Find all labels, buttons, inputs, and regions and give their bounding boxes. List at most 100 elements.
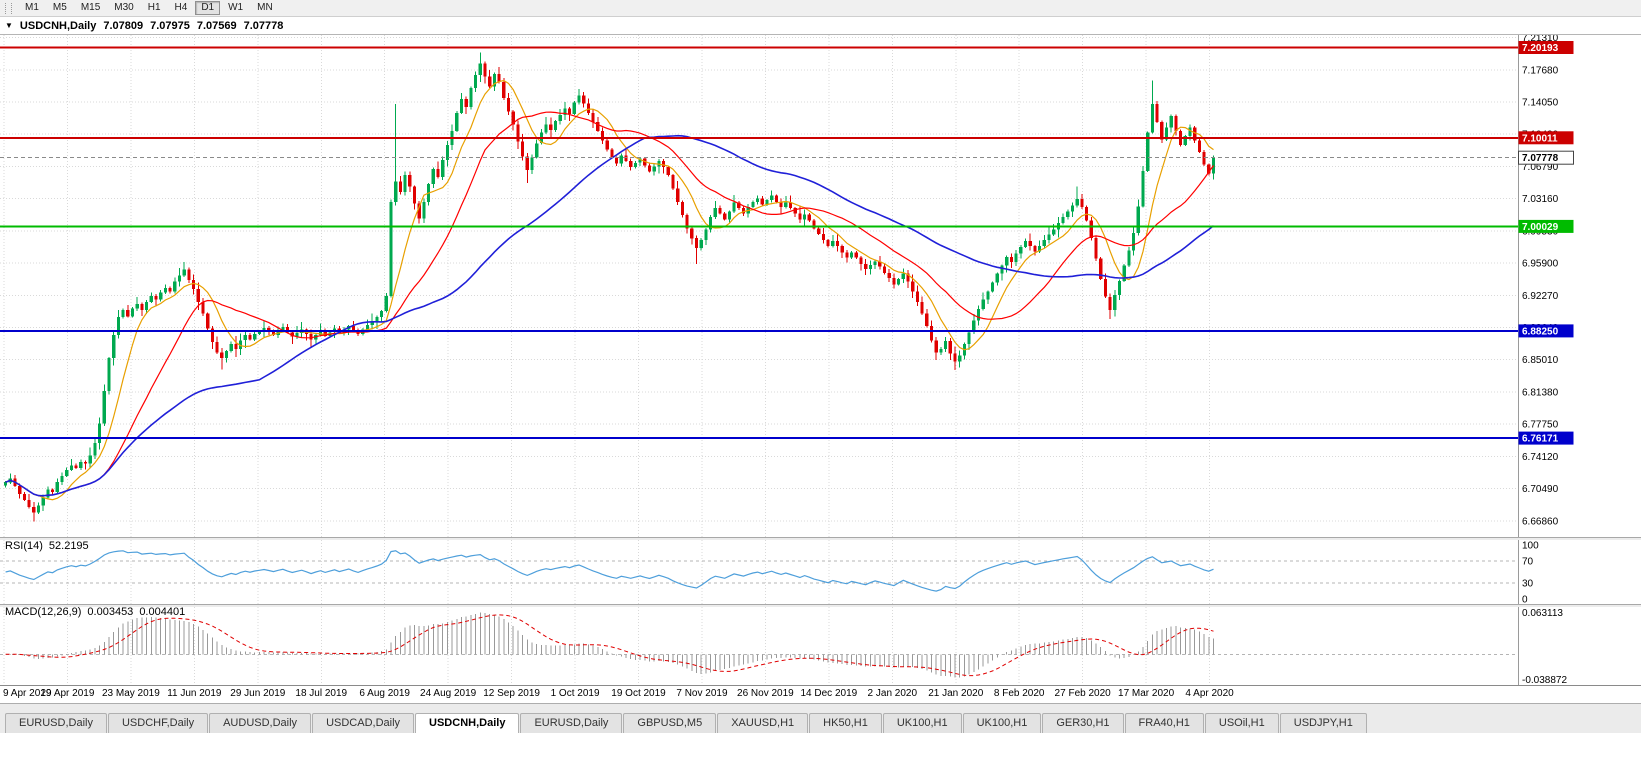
panel-splitter-rsi[interactable] [0,537,1641,540]
timeframe-button-w1[interactable]: W1 [222,1,249,15]
macd-tick-label: -0.038872 [1522,675,1567,685]
macd-tick-label: 0.063113 [1522,608,1563,619]
ohlc-close: 7.07778 [243,19,284,32]
price-tick-label: 6.85010 [1522,355,1559,366]
current-price-badge-label: 7.07778 [1522,153,1559,164]
rsi-tick-label: 70 [1522,557,1534,568]
ma-21-line [5,111,1214,497]
date-tick-label: 17 Mar 2020 [1118,688,1175,699]
date-tick-label: 26 Nov 2019 [737,688,794,699]
chart-tab-uk100-h1[interactable]: UK100,H1 [882,713,962,733]
timeframe-button-mn[interactable]: MN [251,1,279,15]
price-tick-label: 7.06790 [1522,162,1559,173]
date-tick-label: 2 Jan 2020 [867,688,918,699]
timeframe-button-d1[interactable]: D1 [195,1,221,15]
timeframe-toolbar: M1 M5 M15 M30 H1 H4 D1 W1 MN [0,0,1641,17]
date-tick-label: 11 Jun 2019 [167,688,222,699]
price-tick-label: 7.21310 [1522,35,1559,44]
timeframe-button-h1[interactable]: H1 [142,1,167,15]
rsi-tick-label: 0 [1522,595,1528,605]
date-tick-label: 19 Oct 2019 [611,688,666,699]
chart-tab-fra40-h1[interactable]: FRA40,H1 [1124,713,1204,733]
macd-main-value: 0.003453 [87,606,134,618]
macd-label: MACD(12,26,9) 0.003453 0.004401 [5,606,191,618]
chart-tab-eurusd-daily[interactable]: EURUSD,Daily [520,713,623,733]
date-tick-label: 27 Feb 2020 [1054,688,1111,699]
price-tick-label: 6.70490 [1522,484,1559,495]
timeframe-button-m30[interactable]: M30 [108,1,139,15]
macd-signal-line [5,614,1214,677]
macd-signal-value: 0.004401 [139,606,186,618]
timeframe-button-m5[interactable]: M5 [47,1,73,15]
rsi-panel[interactable]: 100 70 30 0 [0,540,1641,604]
chart-ohlc-header: ▼ USDCNH,Daily 7.07809 7.07975 7.07569 7… [0,17,1641,35]
date-tick-label: 24 Aug 2019 [420,688,477,699]
timeframe-button-m1[interactable]: M1 [19,1,45,15]
macd-panel[interactable]: 0.063113 -0.038872 [0,607,1641,685]
price-line-badge-label: 7.10011 [1522,133,1558,144]
rsi-tick-label: 100 [1522,541,1539,552]
date-tick-label: 14 Dec 2019 [800,688,858,699]
price-tick-label: 6.74120 [1522,452,1559,463]
timeframe-button-h4[interactable]: H4 [169,1,194,15]
chart-tab-audusd-daily[interactable]: AUDUSD,Daily [209,713,312,733]
date-tick-label: 4 Apr 2020 [1185,688,1234,699]
price-line-badge [1518,431,1574,445]
chart-tab-eurusd-daily[interactable]: EURUSD,Daily [5,713,107,733]
price-tick-label: 6.66860 [1522,516,1559,527]
price-line-badge [1518,41,1574,54]
ohlc-open: 7.07809 [103,19,144,32]
price-tick-label: 7.17680 [1522,65,1559,76]
date-tick-label: 7 Nov 2019 [676,688,728,699]
chart-tab-uk100-h1[interactable]: UK100,H1 [962,713,1042,733]
current-price-badge [1518,150,1574,165]
rsi-line [5,550,1214,592]
date-tick-label: 9 Apr 2019 [3,688,52,699]
ohlc-high: 7.07975 [150,19,190,32]
chart-tab-usdjpy-h1[interactable]: USDJPY,H1 [1279,713,1367,733]
price-tick-label: 7.03160 [1522,194,1559,205]
macd-name: MACD(12,26,9) [5,606,82,618]
timeframe-buttons: M1 M5 M15 M30 H1 H4 D1 W1 MN [18,1,280,15]
rsi-tick-label: 30 [1522,578,1534,589]
price-tick-label: 6.92270 [1522,291,1559,302]
ma-55-line [5,134,1214,497]
date-tick-label: 29 Jun 2019 [230,688,286,699]
date-tick-label: 29 Apr 2019 [40,688,95,699]
price-tick-label: 7.14050 [1522,98,1559,109]
rsi-name: RSI(14) [5,540,43,552]
date-tick-label: 18 Jul 2019 [295,688,348,699]
date-tick-label: 6 Aug 2019 [359,688,410,699]
price-line-badge-label: 7.20193 [1522,43,1559,54]
price-line-badge [1518,324,1574,338]
date-tick-label: 8 Feb 2020 [993,688,1045,699]
chart-tab-xauusd-h1[interactable]: XAUUSD,H1 [717,713,809,733]
chart-title: USDCNH,Daily [19,19,97,32]
chart-tab-usdcnh-daily[interactable]: USDCNH,Daily [415,713,520,733]
ohlc-low: 7.07569 [196,19,237,32]
price-line-badge [1518,219,1574,233]
ma-8-line [5,79,1214,501]
chart-tab-bar: EURUSD,Daily USDCHF,Daily AUDUSD,Daily USDC… [0,703,1641,733]
chart-tab-usdcad-daily[interactable]: USDCAD,Daily [312,713,415,733]
timeframe-button-m15[interactable]: M15 [75,1,106,15]
chart-tab-hk50-h1[interactable]: HK50,H1 [809,713,882,733]
panel-splitter-macd[interactable] [0,604,1641,607]
rsi-current-value: 52.2195 [48,540,89,552]
date-tick-label: 23 May 2019 [101,688,160,699]
toolbar-grip[interactable] [5,2,12,14]
chart-tab-usdchf-daily[interactable]: USDCHF,Daily [107,713,209,733]
chart-tab-usoil-h1[interactable]: USOil,H1 [1204,713,1279,733]
chart-tab-gbpusd-m5[interactable]: GBPUSD,M5 [623,713,717,733]
date-tick-label: 1 Oct 2019 [550,688,600,699]
date-axis[interactable]: 9 Apr 2019 29 Apr 2019 23 May 2019 11 Jun 2… [0,685,1641,703]
rsi-label: RSI(14) 52.2195 [5,540,95,552]
chart-menu-icon[interactable]: ▼ [5,21,13,30]
price-tick-label: 6.77750 [1522,420,1559,431]
bottom-filler [0,733,1641,759]
price-line-badge [1518,131,1574,145]
main-price-chart[interactable]: 7.213107.176807.140507.104207.067907.031… [0,35,1641,537]
date-tick-label: 21 Jan 2020 [928,688,984,699]
chart-tab-ger30-h1[interactable]: GER30,H1 [1042,713,1124,733]
